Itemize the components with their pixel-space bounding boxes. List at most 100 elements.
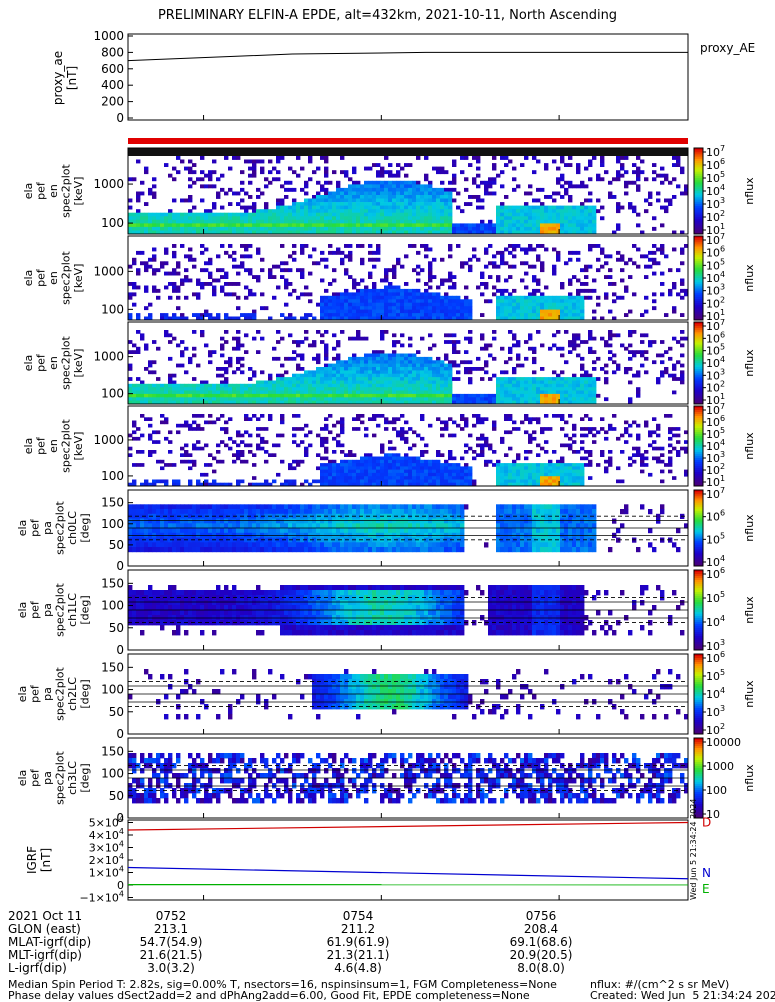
heatmap-noise-cell: [572, 337, 576, 341]
heatmap-cell: [432, 223, 436, 227]
heatmap-noise-cell: [132, 463, 136, 467]
heatmap-noise-cell: [484, 282, 488, 286]
proxy-ae-ytick-label: 200: [101, 95, 124, 109]
heatmap-noise-cell: [424, 244, 428, 248]
heatmap-cell: [452, 296, 456, 300]
heatmap-cell: [528, 480, 532, 484]
heatmap-cell: [592, 381, 596, 385]
heatmap-noise-cell: [392, 340, 396, 344]
heatmap-cell: [592, 213, 596, 217]
heatmap-noise-cell: [364, 167, 368, 171]
heatmap-cell: [436, 296, 440, 300]
heatmap-cell: [348, 381, 352, 385]
heatmap-cell: [576, 387, 580, 391]
heatmap-cell: [388, 460, 392, 464]
heatmap-cell: [360, 466, 364, 470]
heatmap-noise-cell: [208, 282, 212, 286]
heatmap-noise-cell: [248, 289, 252, 293]
heatmap-cell: [400, 289, 404, 293]
heatmap-noise-cell: [336, 354, 340, 358]
heatmap-cell: [288, 213, 292, 217]
heatmap-noise-cell: [200, 286, 204, 290]
heatmap-cell: [328, 391, 332, 395]
heatmap-cell: [200, 387, 204, 391]
heatmap-cell: [328, 223, 332, 227]
heatmap-cell: [348, 367, 352, 371]
heatmap-noise-cell: [336, 181, 340, 185]
heatmap-noise-cell: [608, 275, 612, 279]
heatmap-noise-cell: [588, 199, 592, 203]
heatmap-cell: [508, 381, 512, 385]
heatmap-noise-cell: [364, 286, 368, 290]
heatmap-cell: [356, 470, 360, 474]
heatmap-noise-cell: [436, 167, 440, 171]
heatmap-cell: [456, 223, 460, 227]
heatmap-cell: [300, 381, 304, 385]
heatmap-cell: [380, 357, 384, 361]
heatmap-cell: [432, 227, 436, 231]
heatmap-cell: [344, 223, 348, 227]
heatmap-cell: [444, 473, 448, 477]
heatmap-noise-cell: [136, 160, 140, 164]
heatmap-cell: [424, 394, 428, 398]
heatmap-noise-cell: [176, 364, 180, 368]
heatmap-noise-cell: [240, 453, 244, 457]
heatmap-cell: [436, 377, 440, 381]
heatmap-noise-cell: [256, 350, 260, 354]
heatmap-cell: [412, 216, 416, 220]
heatmap-noise-cell: [624, 347, 628, 351]
heatmap-cell: [444, 213, 448, 217]
heatmap-cell: [512, 227, 516, 231]
heatmap-cell: [500, 310, 504, 314]
heatmap-noise-cell: [176, 344, 180, 348]
heatmap-cell: [592, 206, 596, 210]
heatmap-noise-cell: [328, 244, 332, 248]
heatmap-noise-cell: [232, 156, 236, 160]
heatmap-cell: [376, 181, 380, 185]
heatmap-cell: [364, 303, 368, 307]
heatmap-cell: [392, 460, 396, 464]
heatmap-cell: [276, 220, 280, 224]
heatmap-cell: [348, 216, 352, 220]
heatmap-cell: [396, 188, 400, 192]
heatmap-noise-cell: [488, 220, 492, 224]
heatmap-cell: [412, 296, 416, 300]
heatmap-cell: [372, 480, 376, 484]
heatmap-cell: [424, 192, 428, 196]
heatmap-cell: [392, 387, 396, 391]
heatmap-noise-cell: [136, 268, 140, 272]
heatmap-noise-cell: [224, 427, 228, 431]
heatmap-cell: [564, 306, 568, 310]
heatmap-cell: [264, 480, 268, 484]
heatmap-cell: [400, 206, 404, 210]
heatmap-cell: [312, 397, 316, 401]
heatmap-noise-cell: [184, 424, 188, 428]
heatmap-noise-cell: [228, 360, 232, 364]
heatmap-cell: [392, 195, 396, 199]
heatmap-cell: [392, 199, 396, 203]
heatmap-noise-cell: [336, 434, 340, 438]
heatmap-cell: [296, 394, 300, 398]
heatmap-noise-cell: [200, 177, 204, 181]
heatmap-noise-cell: [300, 188, 304, 192]
heatmap-noise-cell: [260, 437, 264, 441]
heatmap-cell: [368, 387, 372, 391]
heatmap-noise-cell: [408, 163, 412, 167]
heatmap-cell: [316, 394, 320, 398]
heatmap-noise-cell: [324, 440, 328, 444]
heatmap-cell: [496, 303, 500, 307]
heatmap-cell: [320, 473, 324, 477]
heatmap-cell: [344, 213, 348, 217]
heatmap-noise-cell: [248, 268, 252, 272]
heatmap-noise-cell: [304, 434, 308, 438]
heatmap-noise-cell: [252, 414, 256, 418]
heatmap-noise-cell: [576, 251, 580, 255]
heatmap-noise-cell: [668, 292, 672, 296]
heatmap-cell: [468, 473, 472, 477]
heatmap-cell: [428, 209, 432, 213]
heatmap-cell: [380, 227, 384, 231]
heatmap-noise-cell: [592, 350, 596, 354]
heatmap-noise-cell: [628, 202, 632, 206]
heatmap-cell: [416, 374, 420, 378]
heatmap-cell: [320, 391, 324, 395]
